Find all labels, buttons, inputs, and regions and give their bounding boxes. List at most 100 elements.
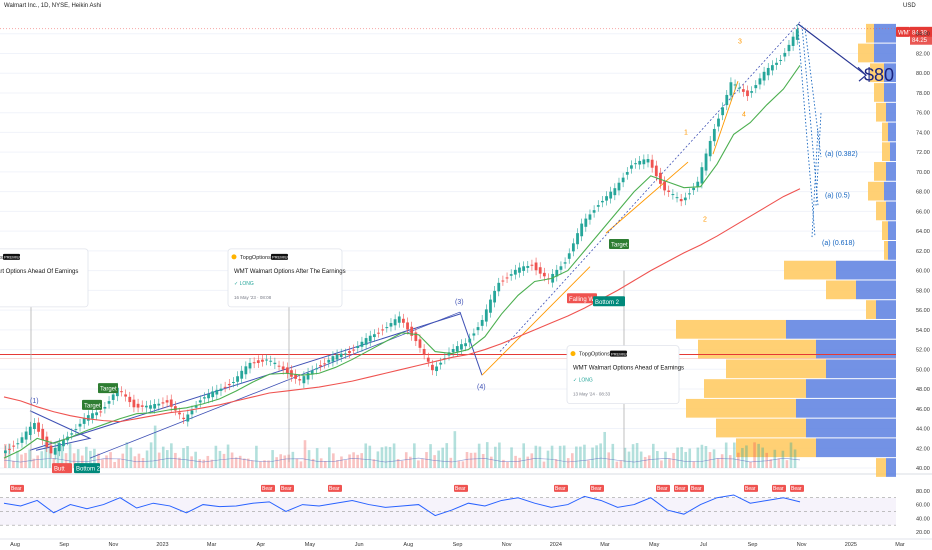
vp-bar-down: [704, 379, 806, 398]
volume-bar: [238, 455, 242, 468]
volume-bar: [660, 460, 663, 468]
price-label-box: [910, 26, 932, 37]
vp-bar-down: [882, 142, 890, 162]
volume-bar: [433, 455, 436, 468]
candle-body: [335, 354, 339, 360]
volume-bar: [89, 450, 92, 468]
volume-bar: [623, 447, 627, 468]
candle-body: [754, 85, 758, 89]
vp-bar-down: [716, 418, 806, 438]
candle-body: [559, 266, 563, 270]
volume-bar: [716, 458, 720, 468]
candle-body: [41, 428, 45, 440]
candle-body: [451, 349, 455, 353]
candle-body: [762, 71, 766, 81]
bear-label: Bear: [773, 486, 784, 492]
candle-body: [149, 405, 152, 409]
candle-body: [53, 447, 57, 455]
candle-body: [269, 360, 273, 362]
candle-body: [576, 233, 579, 245]
volume-bar: [728, 455, 732, 468]
vp-bar-up: [874, 43, 896, 63]
vp-bar-down: [876, 458, 886, 477]
volume-bar: [583, 444, 586, 468]
volume-bar: [400, 460, 404, 468]
bear-label-box: [772, 484, 786, 492]
volume-bar: [182, 448, 185, 468]
card-brand: TopgOptions: [579, 352, 610, 358]
candle-body: [484, 309, 488, 322]
x-tick-label: Sep: [453, 542, 463, 548]
volume-bar: [720, 454, 724, 468]
rsi-line: [3, 494, 801, 517]
candle-body: [248, 362, 252, 369]
volume-bar: [68, 443, 72, 468]
candle-body: [455, 346, 459, 352]
candle-body: [240, 370, 244, 379]
volume-bar: [137, 453, 141, 468]
volume-bar: [417, 460, 420, 468]
volume-bar: [619, 460, 623, 468]
volume-bar: [48, 445, 52, 468]
bear-label-box: [674, 484, 688, 492]
candle-body: [198, 400, 202, 403]
volume-bar: [194, 451, 197, 468]
volume-bar: [332, 453, 335, 468]
volume-bar: [28, 449, 31, 468]
price-label-box: [910, 34, 932, 45]
wave-label: 3: [738, 39, 742, 46]
vp-bar-up: [856, 280, 896, 300]
target-label-box: [609, 239, 629, 250]
fib-label: (a) (0.5): [825, 193, 850, 200]
x-tick-label: Mar: [895, 542, 905, 548]
candle-body: [120, 391, 123, 393]
vp-bar-down: [686, 398, 796, 418]
candle-body: [729, 82, 733, 96]
premium-badge-label: PREMIUM: [611, 351, 630, 356]
volume-bar: [101, 459, 104, 468]
vp-bar-down: [882, 122, 888, 142]
candle-body: [178, 412, 181, 415]
volume-bar: [44, 442, 48, 468]
candle-body: [12, 445, 16, 447]
pattern-label-box: [567, 293, 597, 304]
y-tick-label: 70.00: [916, 170, 930, 176]
axes: 84.00 82.00 80.00 78.00 76.00 74.00 72.00 70.00…: [0, 32, 932, 548]
volume-bar: [291, 451, 295, 468]
y-tick-label: 58.00: [916, 288, 930, 294]
candle-body: [124, 394, 128, 397]
volume-bar: [275, 457, 278, 468]
vp-bar-down: [876, 102, 886, 122]
vp-bar-down: [882, 221, 888, 240]
candle-body: [480, 319, 484, 326]
volume-bar: [141, 457, 145, 468]
candle-body: [302, 376, 306, 384]
x-tick-label: Aug: [10, 542, 20, 548]
candle-body: [186, 414, 190, 422]
x-tick-label: Apr: [257, 542, 266, 548]
volume-bar: [591, 447, 594, 468]
candle-body: [617, 182, 621, 191]
orange-rise-3: [712, 80, 739, 155]
bear-label-box: [590, 484, 604, 492]
candle-body: [153, 404, 157, 409]
author-avatar-icon: [231, 254, 237, 260]
volume-bar: [161, 446, 165, 468]
volume-bar: [388, 446, 392, 468]
volume-bar: [153, 425, 157, 468]
candle-body: [493, 290, 497, 303]
volume-bars: [4, 425, 797, 468]
volume-bar: [481, 453, 485, 468]
bottom-label-box: [74, 463, 100, 474]
volume-bar: [595, 445, 598, 468]
candle-body: [683, 197, 687, 201]
volume-bar: [413, 443, 416, 468]
candle-body: [364, 338, 368, 345]
volume-bar: [279, 454, 282, 468]
volume-bar: [441, 447, 444, 468]
volume-bar: [319, 458, 323, 468]
bear-label: Bear: [555, 486, 566, 492]
candle-body: [244, 366, 248, 375]
bear-label-box: [10, 484, 24, 492]
